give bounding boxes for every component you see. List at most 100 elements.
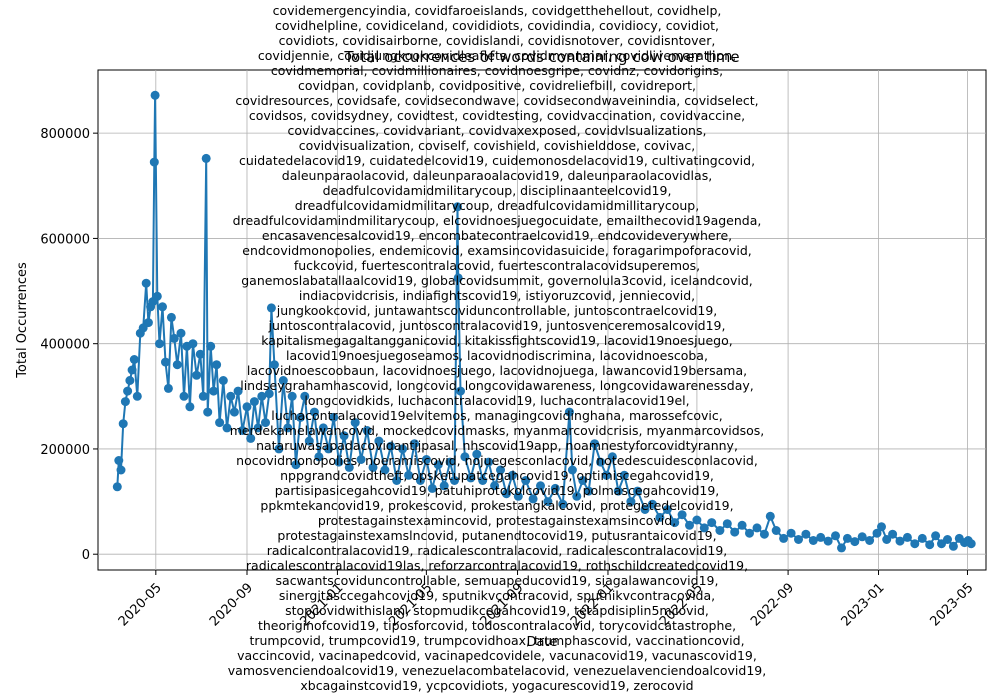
overlay-text-line: sacwantscoviduncontrollable, semuapeduco…: [276, 573, 719, 588]
data-point: [155, 339, 164, 349]
data-point: [132, 391, 142, 401]
overlay-text-line: protestagainstexamincovid, protestagains…: [318, 513, 676, 528]
data-point: [543, 497, 553, 507]
data-point: [496, 465, 505, 475]
data-point: [662, 505, 672, 514]
overlay-text-line: covidmemorial, covidmillionaires, covidn…: [271, 63, 723, 78]
grid: [98, 70, 986, 570]
data-point: [722, 519, 732, 529]
data-point: [314, 452, 324, 462]
overlay-text-line: covidvaccines, covidvariant, covidvaxexp…: [288, 123, 707, 138]
data-point: [823, 536, 833, 546]
data-point: [188, 339, 198, 349]
data-point: [291, 460, 301, 470]
data-point: [116, 465, 126, 475]
overlay-text-line: xbcagainstcovid19, ycpcovidiots, yogacur…: [300, 678, 693, 693]
overlay-text-line: radicalcontralacovid19, radicalescontral…: [267, 543, 728, 558]
overlay-text-line: ganemoslabatallaalcovid19, globalcovidsu…: [241, 273, 753, 288]
overlay-text-line: lacovidnoescoobaun, lacovidnoesjuego, la…: [247, 363, 747, 378]
data-point: [368, 462, 378, 472]
data-point: [318, 423, 328, 433]
data-point: [685, 520, 694, 530]
data-point: [745, 528, 754, 538]
overlay-text-line: fuckcovid, fuertescontralacovid, fuertes…: [294, 258, 700, 273]
data-point: [242, 402, 252, 412]
data-point: [633, 486, 643, 496]
data-point: [149, 157, 159, 167]
data-point: [831, 531, 840, 541]
data-point: [195, 349, 205, 359]
data-point: [249, 397, 259, 407]
data-point: [759, 529, 769, 539]
data-point: [484, 457, 494, 467]
data-point: [877, 522, 886, 532]
overlay-text-line: covidjennie, covidjungkookcovidleaflets,…: [258, 48, 736, 63]
overlay-text-line: lacovid19noesjuegoseamos, lacovidnodiscr…: [286, 348, 708, 363]
data-point: [229, 407, 239, 417]
data-point: [466, 473, 476, 483]
overlay-text-line: endcovidmonopolies, endemicovid, examsin…: [242, 243, 752, 258]
data-point: [450, 476, 459, 485]
data-point: [786, 528, 796, 538]
data-point: [670, 518, 680, 528]
overlay-text-line: nataruwasapadacovidantijpasal, nhscovid1…: [256, 438, 738, 453]
data-point: [715, 526, 725, 535]
data-point: [238, 426, 247, 435]
data-point: [794, 535, 803, 544]
data-point: [578, 476, 588, 485]
data-point: [185, 402, 195, 412]
overlay-text-line: kapitalismegagaltangganicovid, kitakissf…: [261, 333, 732, 348]
data-point: [596, 457, 606, 467]
data-point: [453, 202, 462, 212]
data-point: [613, 486, 623, 496]
y-ticks: 0 200000 400000 600000 800000: [40, 127, 98, 563]
data-point: [253, 423, 263, 433]
data-point: [771, 526, 781, 535]
data-point: [865, 536, 875, 545]
data-point: [278, 376, 288, 385]
overlay-text-line: theoriginofcovid19, tiposforcovid, todos…: [258, 618, 736, 633]
overlay-text-line: covidhelpline, covidiceland, covididiots…: [275, 18, 719, 33]
data-point: [801, 529, 811, 539]
overlay-text-line: nocovidmonopolies, noeramiscovid, nojueg…: [236, 453, 758, 468]
overlay-text-line: radicalescontralacovid19las, reforzarcon…: [246, 558, 748, 573]
y-tick-label: 200000: [40, 443, 90, 458]
data-point: [421, 455, 431, 464]
overlay-text-line: vamosvenciendoalcovid19, venezuelacombat…: [228, 663, 766, 678]
data-point: [114, 456, 124, 465]
data-point: [350, 418, 360, 428]
data-point: [888, 529, 898, 539]
data-point: [212, 360, 222, 370]
overlay-text-line: daleunparaolacovid, daleunparaoalacovid1…: [282, 168, 712, 183]
data-point: [842, 533, 852, 543]
data-point: [837, 543, 846, 553]
y-tick-label: 800000: [40, 127, 90, 142]
data-point: [558, 499, 568, 509]
data-point: [356, 455, 366, 464]
data-point: [226, 391, 236, 401]
data-point: [602, 470, 611, 480]
data-point: [902, 532, 912, 542]
data-point: [513, 491, 523, 501]
overlay-text-line: lindseygrahamhascovid, longcovid, longco…: [240, 378, 754, 393]
data-point: [895, 536, 905, 546]
data-point: [590, 439, 600, 449]
data-point: [439, 481, 449, 491]
data-point: [192, 370, 202, 380]
data-point: [857, 532, 867, 542]
overlay-text-line: partisipasicegahcovid19, patuhiprotokolc…: [275, 483, 720, 498]
data-point: [201, 153, 211, 163]
data-point: [872, 528, 882, 538]
data-point: [433, 460, 443, 470]
data-point: [123, 386, 133, 396]
overlay-text-line: dreadfulcovidamindmilitarycoup, elcovidn…: [233, 213, 762, 228]
overlay-text-line: covidresources, covidsafe, covidsecondwa…: [235, 93, 758, 108]
overlay-text-line: protestagainstexamslncovid, putanendtoco…: [277, 528, 716, 543]
data-point: [779, 533, 789, 543]
data-point: [222, 423, 232, 433]
data-point: [344, 462, 354, 472]
data-point: [619, 470, 629, 480]
data-point: [179, 391, 189, 401]
x-tick-label: 2020-05: [116, 580, 165, 629]
data-point: [166, 312, 176, 322]
